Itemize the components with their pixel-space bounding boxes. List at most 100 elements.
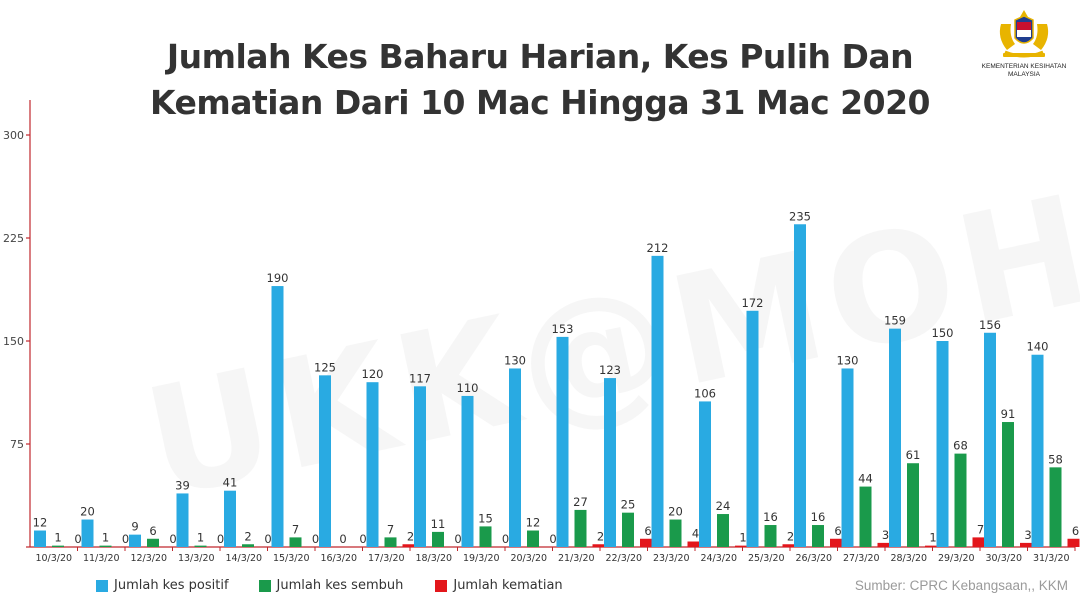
data-label-deaths: 3	[1024, 528, 1031, 542]
x-axis-tick-label: 20/3/20	[510, 553, 547, 564]
data-label-recovered: 27	[573, 495, 588, 509]
bar-positive	[936, 341, 949, 547]
data-label-deaths: 0	[264, 532, 271, 546]
bar-recovered	[859, 486, 872, 547]
bar-recovered	[52, 545, 64, 547]
legend-label-deaths: Jumlah kematian	[453, 578, 563, 593]
bar-positive	[81, 519, 94, 547]
data-label-recovered: 7	[292, 522, 299, 536]
bar-positive	[461, 395, 474, 547]
data-label-deaths: 0	[502, 532, 509, 546]
y-axis-tick-label: 225	[3, 232, 24, 245]
ministry-logo: KEMENTERIAN KESIHATAN MALAYSIA	[975, 8, 1073, 88]
x-axis-tick-label: 21/3/20	[558, 553, 595, 564]
y-axis-tick-label: 150	[3, 335, 24, 348]
bar-positive	[556, 336, 569, 547]
bar-positive	[34, 530, 46, 547]
bar-deaths	[972, 537, 985, 547]
bar-positive	[794, 224, 806, 547]
data-label-positive: 12	[33, 516, 48, 530]
y-axis-tick-label: 75	[10, 438, 24, 451]
logo-text-line-2: MALAYSIA	[1007, 71, 1041, 78]
data-label-recovered: 11	[431, 517, 446, 531]
data-label-deaths: 0	[312, 532, 319, 546]
legend-swatch-positive	[96, 579, 108, 592]
bar-deaths	[830, 538, 842, 547]
legend-item-deaths: Jumlah kematian	[435, 578, 563, 593]
data-label-deaths: 6	[644, 524, 651, 538]
data-label-recovered: 24	[716, 499, 731, 513]
logo-text-line-1: KEMENTERIAN KESIHATAN	[981, 63, 1067, 70]
y-axis-tick-label: 300	[3, 129, 24, 142]
data-label-recovered: 25	[621, 498, 636, 512]
chart-title-line-1: Jumlah Kes Baharu Harian, Kes Pulih Dan	[166, 37, 914, 76]
x-axis-tick-label: 17/3/20	[368, 553, 405, 564]
bar-positive	[651, 255, 664, 547]
source-note: Sumber: CPRC Kebangsaan,, KKM	[854, 578, 1068, 593]
legend-label-recovered: Jumlah kes sembuh	[276, 578, 404, 593]
data-label-positive: 156	[979, 318, 1001, 332]
x-axis-tick-label: 12/3/20	[130, 553, 167, 564]
bar-recovered	[954, 453, 967, 547]
bar-recovered	[289, 537, 302, 547]
data-label-deaths: 3	[882, 528, 889, 542]
bar-positive	[176, 493, 189, 547]
data-label-positive: 235	[789, 209, 811, 223]
data-label-deaths: 4	[692, 527, 699, 541]
data-label-positive: 130	[504, 353, 526, 367]
data-label-recovered: 2	[244, 529, 251, 543]
data-label-deaths: 2	[787, 529, 794, 543]
data-label-positive: 20	[80, 505, 95, 519]
data-label-positive: 110	[457, 381, 479, 395]
bar-recovered	[717, 514, 729, 547]
data-label-recovered: 20	[668, 505, 683, 519]
data-label-deaths: 6	[834, 524, 841, 538]
data-label-positive: 212	[647, 241, 669, 255]
legend-item-recovered: Jumlah kes sembuh	[258, 578, 404, 593]
bar-positive	[224, 490, 236, 547]
data-label-deaths: 2	[407, 529, 414, 543]
bar-recovered	[527, 530, 539, 547]
data-label-recovered: 7	[387, 522, 394, 536]
data-label-recovered: 1	[197, 531, 204, 545]
data-label-deaths: 1	[929, 531, 936, 545]
bar-recovered	[764, 525, 777, 547]
bar-recovered	[622, 512, 634, 547]
data-label-recovered: 1	[54, 531, 61, 545]
bar-recovered	[1002, 422, 1014, 547]
data-label-recovered: 16	[811, 510, 826, 524]
bar-positive	[841, 368, 854, 547]
data-label-positive: 150	[932, 326, 954, 340]
data-label-positive: 120	[362, 367, 384, 381]
data-label-recovered: 12	[526, 516, 541, 530]
coat-of-arms-icon	[999, 10, 1049, 58]
bar-positive	[366, 382, 379, 547]
data-label-deaths: 0	[74, 532, 81, 546]
bar-deaths	[925, 545, 937, 547]
x-axis-tick-label: 13/3/20	[178, 553, 215, 564]
data-label-positive: 190	[267, 271, 289, 285]
data-label-deaths: 6	[1072, 524, 1079, 538]
bar-recovered	[907, 463, 919, 547]
bar-recovered	[812, 525, 824, 547]
bar-positive	[984, 332, 996, 547]
data-label-recovered: 6	[149, 524, 156, 538]
bar-recovered	[574, 509, 587, 547]
data-label-recovered: 91	[1001, 407, 1016, 421]
data-label-positive: 41	[223, 476, 238, 490]
bar-deaths	[592, 544, 605, 547]
bar-deaths	[1067, 538, 1080, 547]
bar-recovered	[1049, 467, 1062, 547]
chart-title-line-2: Kematian Dari 10 Mac Hingga 31 Mac 2020	[150, 83, 931, 122]
bar-recovered	[194, 545, 207, 547]
x-axis-tick-label: 16/3/20	[320, 553, 357, 564]
data-label-positive: 153	[552, 322, 574, 336]
legend-label-positive: Jumlah kes positif	[114, 578, 229, 593]
bar-positive	[746, 310, 759, 547]
data-label-recovered: 1	[102, 531, 109, 545]
bar-positive	[319, 375, 331, 547]
data-label-recovered: 16	[763, 510, 778, 524]
legend-swatch-deaths	[435, 579, 448, 592]
data-label-recovered: 61	[906, 448, 921, 462]
